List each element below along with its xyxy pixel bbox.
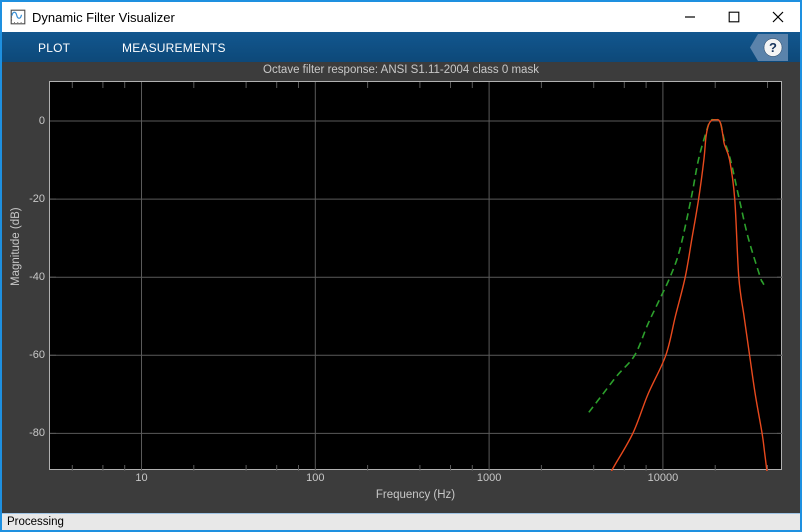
- svg-text:?: ?: [769, 40, 777, 55]
